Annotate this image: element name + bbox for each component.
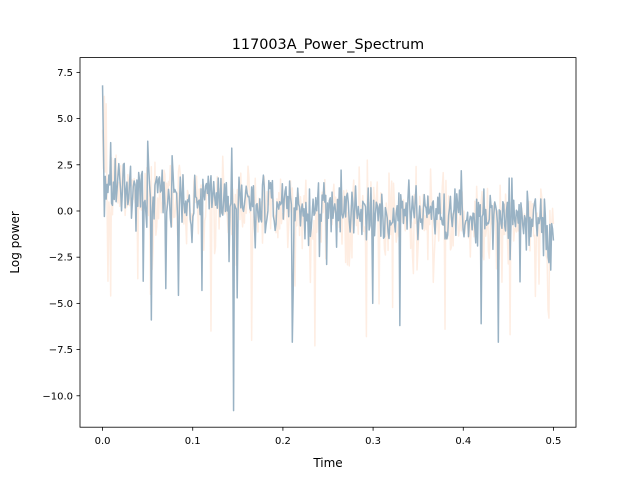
series-line-2 [101,85,555,412]
y-tick-label: −7.5 [49,345,73,356]
x-tick-label: 0.2 [275,436,291,447]
y-tick-label: 0.0 [57,206,73,217]
x-tick-label: 0.3 [365,436,381,447]
y-tick-label: 2.5 [57,160,73,171]
chart-title: 117003A_Power_Spectrum [232,37,424,53]
y-axis-ticks: 7.5 5.0 2.5 0.0 −2.5 −5.0 −7.5 −10.0 [42,68,80,402]
x-tick-label: 0.5 [546,436,562,447]
y-tick-label: −2.5 [49,253,73,264]
y-tick-label: 5.0 [57,114,73,125]
x-axis-ticks: 0.0 0.1 0.2 0.3 0.4 0.5 [95,427,562,447]
axes-frame [79,57,577,428]
y-axis-label: Log power [8,211,22,273]
series-layer [101,85,555,412]
x-tick-label: 0.1 [185,436,201,447]
y-tick-label: −10.0 [42,391,73,402]
x-tick-label: 0.4 [455,436,471,447]
y-tick-label: 7.5 [57,68,73,79]
x-axis-label: Time [312,456,342,470]
x-tick-label: 0.0 [95,436,111,447]
y-tick-label: −5.0 [49,299,73,310]
